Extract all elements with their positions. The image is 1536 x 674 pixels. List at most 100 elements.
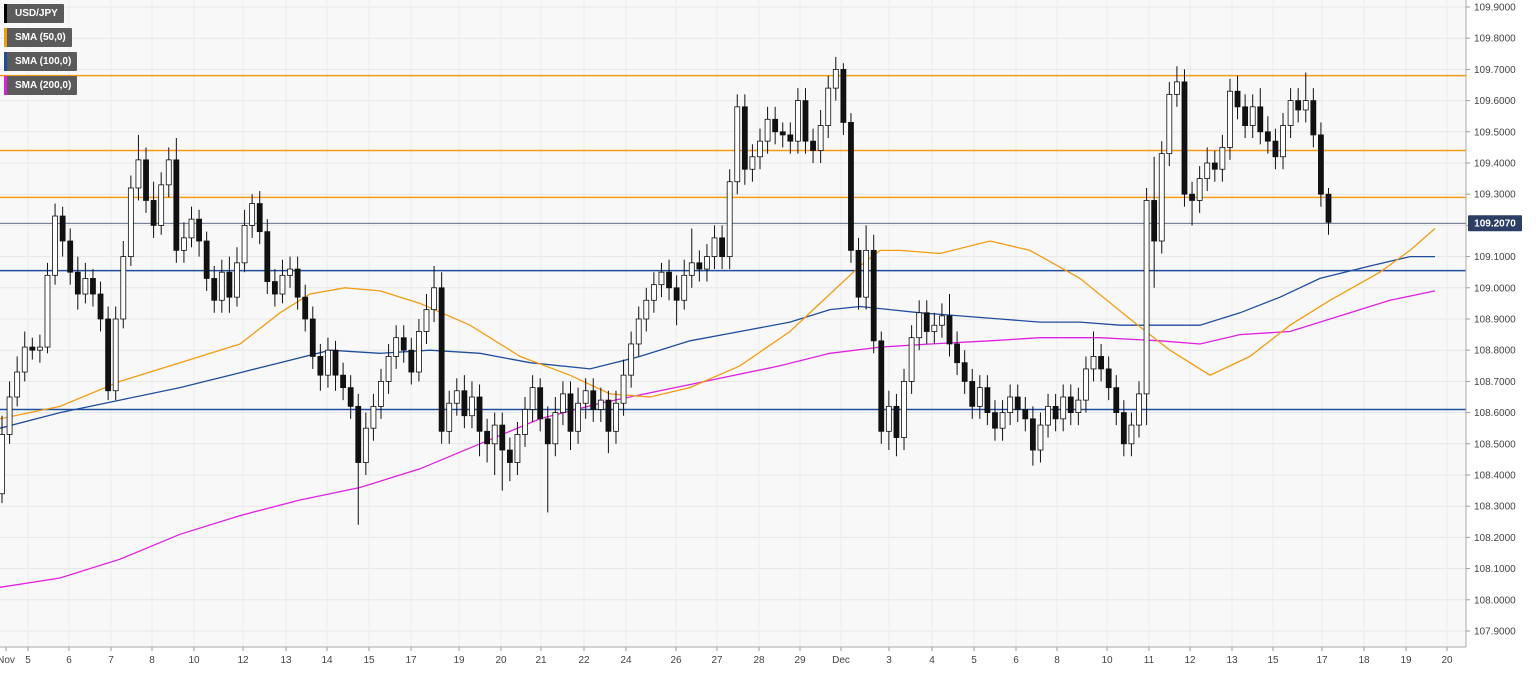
- candle-body-bearish: [855, 249, 862, 298]
- candle-body-bullish: [112, 318, 119, 392]
- candle: [362, 412, 369, 475]
- legend-item-sma-200: SMA (200,0): [4, 76, 78, 95]
- candle-body-bearish: [893, 405, 900, 438]
- candle-body-bullish: [181, 237, 187, 251]
- candle: [423, 294, 430, 344]
- candle: [628, 331, 635, 388]
- x-tick-label: 8: [149, 655, 155, 666]
- candle: [1196, 166, 1203, 213]
- candle-body-bearish: [67, 240, 74, 273]
- candle: [1249, 94, 1256, 139]
- candle-body-bullish: [529, 387, 536, 410]
- candle: [643, 287, 650, 332]
- candle: [21, 331, 28, 382]
- candle: [120, 241, 127, 329]
- candle-body-bearish: [97, 293, 104, 320]
- candle-body-bullish: [688, 262, 695, 276]
- candle: [165, 147, 172, 198]
- candle-body-bullish: [764, 118, 771, 142]
- candle-body-bullish: [931, 324, 938, 332]
- candle: [613, 390, 619, 444]
- candle: [779, 122, 786, 148]
- candle: [461, 375, 468, 429]
- candle: [1227, 78, 1233, 160]
- candle-body-bullish: [44, 274, 51, 348]
- candle: [757, 128, 763, 170]
- candle: [696, 250, 703, 282]
- candle: [658, 262, 665, 298]
- y-tick-label: 108.1000: [1474, 564, 1516, 575]
- candle: [158, 172, 165, 235]
- candle: [218, 259, 225, 313]
- x-tick-label: 29: [794, 655, 806, 666]
- candle-body-bullish: [757, 140, 763, 158]
- legend-label-sma-100: SMA (100,0): [15, 56, 72, 67]
- candle: [1189, 181, 1195, 226]
- candle-body-bullish: [795, 100, 801, 142]
- candle: [908, 325, 915, 394]
- candle: [309, 306, 316, 369]
- y-tick-label: 108.0000: [1474, 595, 1516, 606]
- x-tick-label: 13: [280, 655, 292, 666]
- candle-body-bullish: [749, 156, 756, 170]
- candle: [271, 269, 278, 307]
- candle-body-bearish: [878, 340, 885, 432]
- y-tick-label: 109.6000: [1474, 96, 1516, 107]
- candle: [666, 259, 672, 301]
- candle: [855, 237, 862, 310]
- candle-body-bullish: [378, 380, 384, 407]
- candle-body-bullish: [234, 262, 240, 298]
- candle: [249, 194, 256, 238]
- candle: [14, 356, 21, 407]
- candle: [749, 144, 756, 182]
- candle-body-bullish: [1280, 125, 1286, 158]
- candle: [37, 334, 43, 363]
- candle-body-bullish: [999, 412, 1006, 429]
- candle: [939, 303, 945, 338]
- candle-body-bullish: [1128, 424, 1135, 445]
- candle: [491, 412, 498, 475]
- candle: [97, 281, 104, 332]
- candle: [1211, 150, 1218, 182]
- candle-body-bullish: [597, 399, 604, 410]
- candle-body-bullish: [1174, 81, 1180, 95]
- candle: [264, 219, 271, 295]
- candle-body-bearish: [196, 218, 202, 242]
- y-tick-label: 109.0000: [1474, 283, 1516, 294]
- candle: [1067, 384, 1074, 426]
- y-tick-label: 109.9000: [1474, 3, 1516, 14]
- candle-body-bullish: [82, 278, 89, 295]
- x-tick-label: 5: [971, 655, 977, 666]
- candle: [1242, 94, 1249, 139]
- candle: [476, 384, 483, 457]
- legend-swatch-sma-100: [4, 52, 7, 71]
- candle-body-bullish: [446, 402, 453, 432]
- candle-body-bearish: [271, 281, 278, 295]
- candle-body-bullish: [560, 393, 566, 414]
- candle: [969, 368, 976, 419]
- candle-body-bearish: [779, 131, 786, 136]
- current-price-label: 109.2070: [1474, 219, 1516, 230]
- candle-body-bearish: [173, 159, 180, 251]
- candle-body-bullish: [976, 387, 983, 407]
- candle: [1022, 397, 1029, 432]
- candle: [605, 390, 612, 454]
- candle: [1083, 356, 1089, 413]
- candle: [256, 191, 263, 245]
- sma-50-line: [0, 228, 1436, 420]
- candle-body-bullish: [21, 346, 28, 373]
- x-tick-label: 18: [1358, 655, 1370, 666]
- candle: [688, 228, 695, 288]
- candle-body-bullish: [1249, 106, 1256, 126]
- candle-body-bullish: [1083, 368, 1089, 401]
- x-tick-label: 7: [108, 655, 114, 666]
- candle-body-bearish: [992, 412, 998, 429]
- candle: [1287, 88, 1294, 139]
- candle: [52, 203, 58, 285]
- candle: [1014, 384, 1021, 422]
- candle: [825, 75, 832, 139]
- candle-body-bearish: [840, 69, 847, 123]
- candle-body-bearish: [1052, 405, 1059, 420]
- x-tick-label: 15: [363, 655, 375, 666]
- candle-body-bullish: [423, 309, 430, 332]
